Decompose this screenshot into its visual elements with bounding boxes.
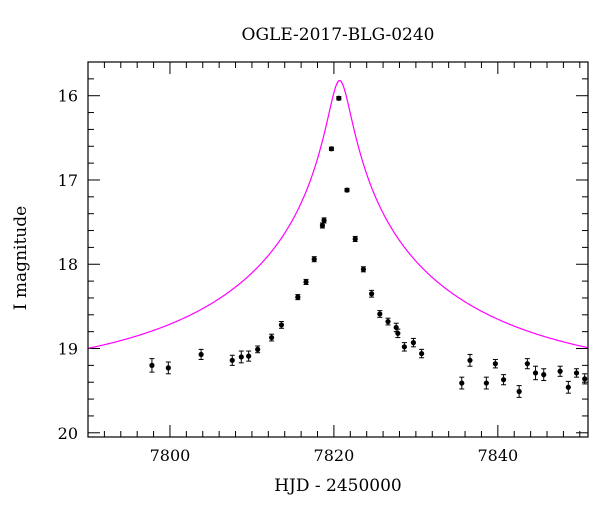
- point-marker: [303, 279, 309, 285]
- y-axis-label: I magnitude: [11, 206, 31, 310]
- data-point: [565, 380, 571, 394]
- point-marker: [149, 362, 155, 368]
- y-tick-label: 18: [58, 255, 78, 274]
- data-point: [483, 376, 489, 390]
- x-tick-label: 7820: [314, 446, 355, 465]
- point-marker: [278, 322, 285, 328]
- data-point: [269, 333, 275, 342]
- point-marker: [385, 318, 391, 325]
- point-marker: [344, 187, 350, 193]
- model-curve: [87, 79, 589, 349]
- point-marker: [541, 372, 547, 378]
- data-point: [278, 321, 285, 329]
- data-point: [385, 317, 391, 326]
- data-point: [319, 222, 326, 229]
- point-marker: [238, 354, 244, 360]
- x-tick-label: 7800: [150, 446, 191, 465]
- y-tick-label: 20: [58, 424, 78, 443]
- point-marker: [328, 146, 335, 152]
- point-marker: [532, 370, 539, 376]
- axis-ticks: [87, 61, 588, 437]
- data-point: [557, 365, 563, 377]
- x-tick-label: 7840: [477, 446, 518, 465]
- point-marker: [269, 334, 275, 341]
- data-point: [344, 187, 350, 193]
- y-tick-label: 17: [58, 171, 78, 190]
- point-marker: [246, 353, 252, 359]
- point-marker: [198, 351, 204, 358]
- data-point: [255, 345, 261, 354]
- data-point: [467, 353, 473, 367]
- data-point: [410, 337, 417, 348]
- data-point: [516, 385, 522, 398]
- data-point: [573, 368, 580, 378]
- point-marker: [336, 95, 342, 101]
- y-tick-label: 19: [58, 340, 78, 359]
- data-point: [492, 358, 498, 369]
- point-marker: [255, 346, 261, 352]
- point-marker: [492, 361, 498, 367]
- data-point: [295, 294, 301, 301]
- data-points: [149, 95, 588, 398]
- data-point: [229, 354, 235, 366]
- point-marker: [459, 380, 465, 386]
- data-point: [311, 256, 317, 263]
- point-marker: [565, 384, 571, 390]
- point-marker: [582, 376, 588, 382]
- data-point: [328, 146, 335, 152]
- point-marker: [557, 368, 563, 374]
- point-marker: [369, 291, 375, 297]
- data-point: [524, 358, 530, 370]
- tick-labels: 7800 7820 7840 16 17 18 19 20: [58, 87, 519, 465]
- data-point: [419, 348, 425, 359]
- data-point: [401, 342, 407, 352]
- point-marker: [467, 357, 473, 363]
- data-point: [377, 310, 383, 318]
- point-marker: [311, 256, 317, 262]
- point-marker: [483, 380, 489, 386]
- point-marker: [360, 266, 367, 272]
- data-point: [246, 350, 252, 362]
- point-marker: [295, 294, 301, 300]
- data-point: [336, 95, 342, 101]
- point-marker: [395, 330, 401, 336]
- data-point: [532, 365, 539, 381]
- data-point: [165, 361, 171, 375]
- data-point: [395, 328, 401, 339]
- data-point: [369, 289, 375, 298]
- point-marker: [401, 344, 407, 350]
- point-marker: [352, 236, 358, 242]
- chart-title: OGLE-2017-BLG-0240: [242, 25, 435, 45]
- data-point: [459, 376, 465, 390]
- data-point: [238, 350, 244, 364]
- point-marker: [229, 357, 235, 363]
- point-marker: [165, 365, 171, 371]
- data-point: [149, 358, 155, 373]
- data-point: [582, 373, 588, 385]
- point-marker: [377, 311, 383, 317]
- point-marker: [410, 340, 417, 346]
- data-point: [303, 278, 309, 285]
- point-marker: [573, 370, 580, 376]
- plot-frame: [87, 61, 589, 438]
- point-marker: [321, 217, 327, 224]
- point-marker: [524, 361, 530, 367]
- point-marker: [516, 388, 522, 395]
- data-point: [360, 266, 367, 273]
- data-point: [500, 374, 507, 386]
- data-point: [352, 235, 358, 242]
- x-axis-label: HJD - 2450000: [274, 476, 402, 496]
- point-marker: [319, 222, 326, 229]
- y-tick-label: 16: [58, 87, 78, 106]
- point-marker: [500, 377, 507, 383]
- data-point: [198, 348, 204, 360]
- data-point: [541, 368, 547, 382]
- data-point: [321, 217, 327, 224]
- point-marker: [419, 350, 425, 357]
